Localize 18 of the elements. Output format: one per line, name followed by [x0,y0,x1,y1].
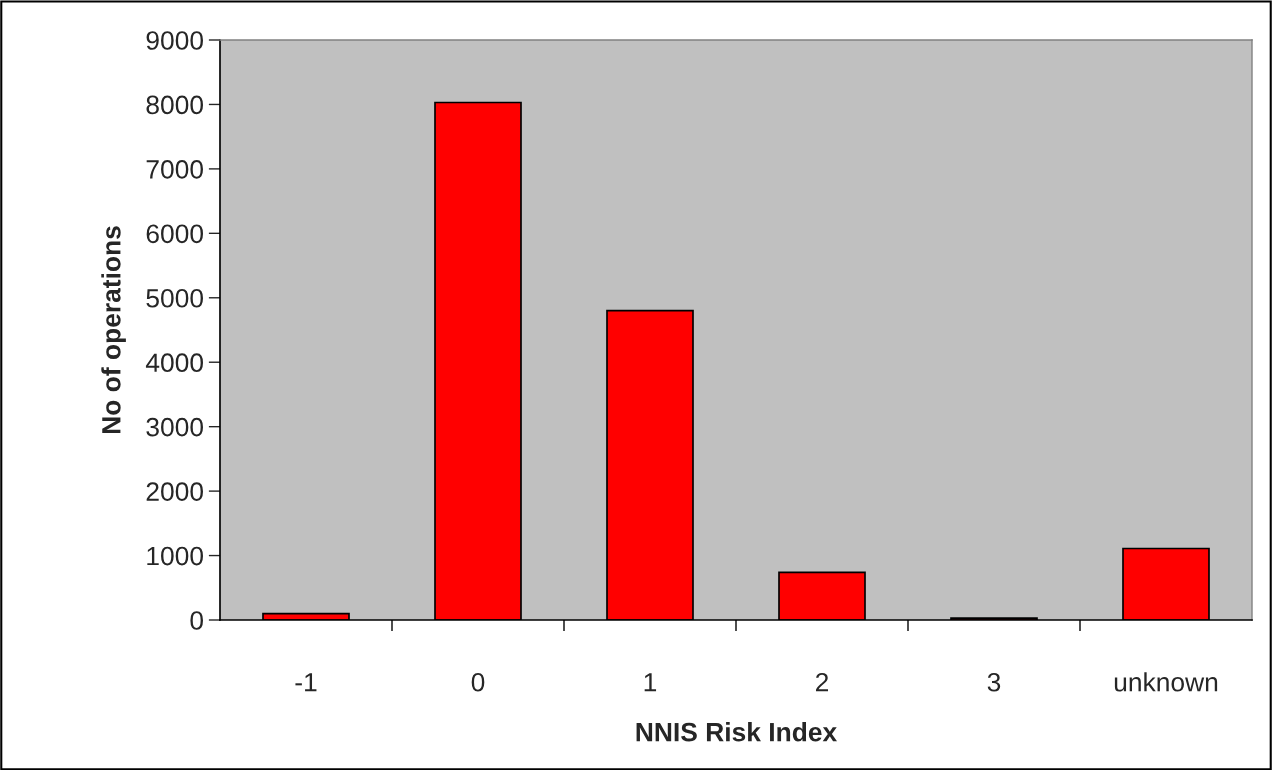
y-tick-label: 3000 [146,417,203,437]
y-tick-label: 9000 [146,31,203,50]
x-tick-label: 2 [815,672,829,692]
x-tick-label: unknown [1114,672,1218,692]
x-tick-label: 1 [644,673,657,692]
x-tick-label: 3 [987,672,1001,692]
y-tick-label: 6000 [146,224,203,244]
y-tick-label: 1000 [147,546,203,566]
y-tick-label: 2000 [146,482,203,501]
y-tick-label: 5000 [146,288,203,308]
y-axis-title: No of operations [101,226,126,434]
y-tick-label: 0 [190,611,203,630]
x-tick-label: -1 [295,673,317,692]
y-tick-label: 7000 [146,160,203,179]
x-tick-label: 0 [471,672,485,692]
x-axis-title: NNIS Risk Index [636,722,837,742]
y-tick-label: 8000 [146,95,203,115]
y-tick-label: 4000 [145,353,203,373]
